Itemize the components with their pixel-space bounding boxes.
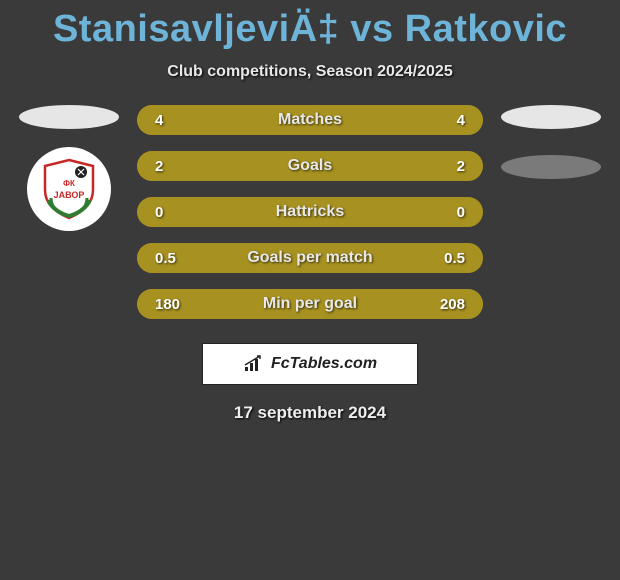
chart-icon xyxy=(243,355,265,373)
right-team-ellipse-bottom xyxy=(501,155,601,179)
shield-icon: ФК ЈАВОР xyxy=(41,158,97,220)
stat-row: 4Matches4 xyxy=(137,105,483,135)
stat-row: 0Hattricks0 xyxy=(137,197,483,227)
left-team-badge: ФК ЈАВОР xyxy=(27,147,111,231)
stat-label: Goals per match xyxy=(207,249,413,267)
badge-text-2: ЈАВОР xyxy=(54,190,85,200)
stat-row: 180Min per goal208 xyxy=(137,289,483,319)
stat-label: Matches xyxy=(207,111,413,129)
stat-value-left: 2 xyxy=(137,158,207,175)
right-team-ellipse-top xyxy=(501,105,601,129)
stat-label: Hattricks xyxy=(207,203,413,221)
badge-text-1: ФК xyxy=(63,179,75,188)
stat-label: Goals xyxy=(207,157,413,175)
stat-row: 0.5Goals per match0.5 xyxy=(137,243,483,273)
stat-value-right: 4 xyxy=(413,112,483,129)
right-team-column xyxy=(501,105,601,179)
date-text: 17 september 2024 xyxy=(0,403,620,423)
page-title: StanisavljeviÄ‡ vs Ratkovic xyxy=(0,0,620,51)
comparison-content: ФК ЈАВОР 4Matches42Goals20Hattricks00.5G… xyxy=(0,105,620,319)
stat-value-right: 0 xyxy=(413,204,483,221)
left-team-column: ФК ЈАВОР xyxy=(19,105,119,231)
footer-brand-text: FcTables.com xyxy=(271,355,377,373)
stat-row: 2Goals2 xyxy=(137,151,483,181)
stat-value-right: 2 xyxy=(413,158,483,175)
footer-brand-box[interactable]: FcTables.com xyxy=(202,343,418,385)
stat-value-left: 4 xyxy=(137,112,207,129)
stat-value-left: 0 xyxy=(137,204,207,221)
left-team-ellipse xyxy=(19,105,119,129)
stat-value-right: 208 xyxy=(413,296,483,313)
stat-label: Min per goal xyxy=(207,295,413,313)
subtitle: Club competitions, Season 2024/2025 xyxy=(0,63,620,81)
stat-value-right: 0.5 xyxy=(413,250,483,267)
stat-value-left: 180 xyxy=(137,296,207,313)
stat-value-left: 0.5 xyxy=(137,250,207,267)
stats-column: 4Matches4 2Goals2 0Hattricks0 0.5Goals per … xyxy=(137,105,483,319)
